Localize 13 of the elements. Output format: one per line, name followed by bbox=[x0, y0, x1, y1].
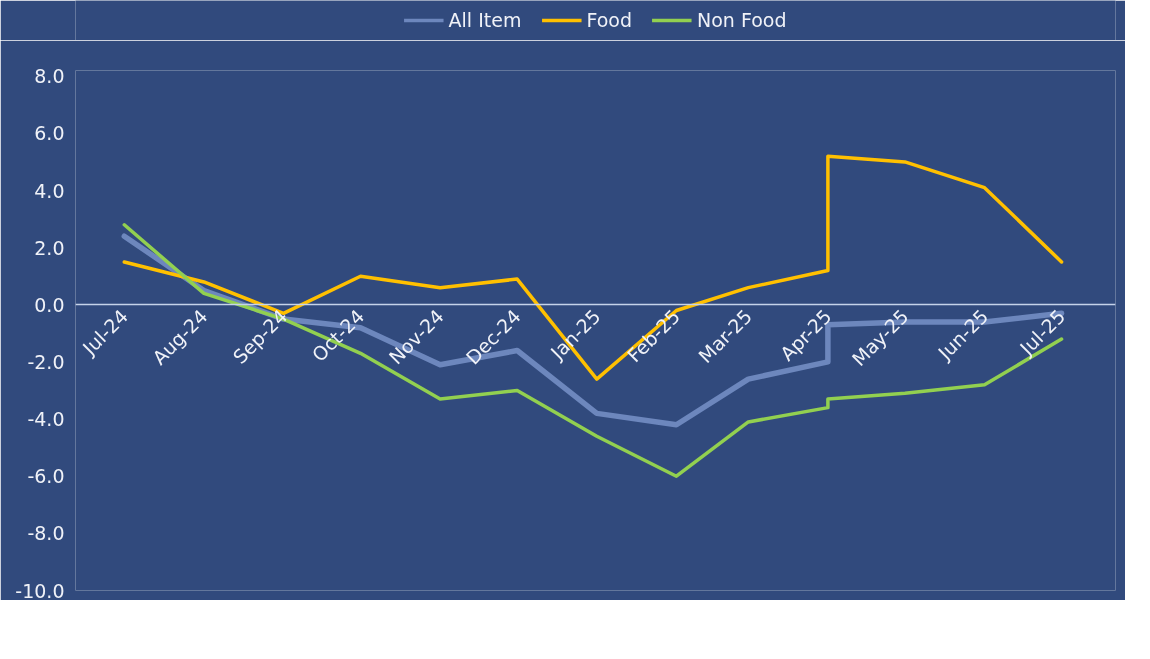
legend-label: All Item bbox=[448, 9, 522, 31]
y-tick-label: 4.0 bbox=[34, 179, 65, 202]
legend-label: Food bbox=[586, 9, 632, 31]
y-tick-label: 8.0 bbox=[34, 65, 65, 88]
y-tick-label: -8.0 bbox=[27, 522, 65, 545]
legend-label: Non Food bbox=[696, 9, 787, 31]
y-tick-label: -10.0 bbox=[15, 579, 65, 602]
y-tick-label: 2.0 bbox=[34, 236, 65, 259]
y-tick-label: 6.0 bbox=[34, 122, 65, 145]
y-tick-label: -6.0 bbox=[27, 465, 65, 488]
y-tick-label: 0.0 bbox=[34, 293, 65, 316]
y-tick-label: -2.0 bbox=[27, 350, 65, 373]
y-tick-label: -4.0 bbox=[27, 408, 65, 431]
